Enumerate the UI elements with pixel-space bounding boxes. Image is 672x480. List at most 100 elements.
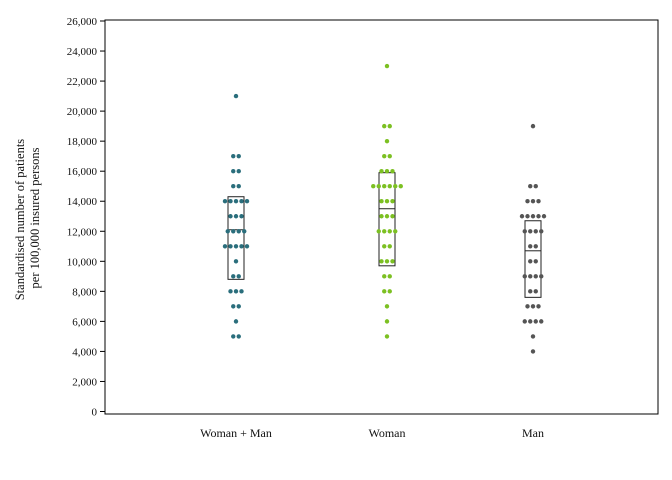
data-point <box>530 349 536 354</box>
data-point <box>233 319 239 324</box>
data-point <box>239 199 244 204</box>
iqr-box <box>378 172 396 267</box>
data-point <box>371 184 376 189</box>
y-tick-label: 18,000 <box>67 136 98 148</box>
data-point <box>382 289 387 294</box>
data-point <box>233 199 239 204</box>
data-point <box>228 289 233 294</box>
data-point <box>379 199 384 204</box>
plot-frame <box>104 19 659 415</box>
data-point <box>519 214 525 219</box>
data-point <box>236 274 241 279</box>
data-point <box>387 153 392 159</box>
x-category-label: Man <box>522 426 544 440</box>
y-tick-label: 14,000 <box>67 196 98 208</box>
data-point <box>233 214 239 219</box>
y-tick-label: 16,000 <box>67 166 98 178</box>
data-point <box>522 229 527 234</box>
series-group <box>222 93 250 339</box>
data-point <box>536 304 541 309</box>
data-point <box>539 319 544 324</box>
data-point <box>525 214 530 219</box>
series-group <box>519 123 547 354</box>
data-point <box>228 214 233 219</box>
data-point <box>384 259 390 264</box>
data-point <box>231 168 236 174</box>
data-point <box>384 199 390 204</box>
data-point <box>528 259 533 264</box>
data-point <box>528 184 533 189</box>
y-axis: 0 2,000 4,000 6,000 8,000 10,000 12,000 14,000 1… <box>67 16 105 419</box>
y-tick-label: 20,000 <box>67 106 98 118</box>
y-tick-label: 0 <box>92 407 98 419</box>
y-tick-label: 4,000 <box>72 346 97 358</box>
data-point <box>533 274 538 279</box>
data-point <box>387 229 392 234</box>
data-point <box>533 229 538 234</box>
data-point <box>528 229 533 234</box>
y-tick-label: 26,000 <box>67 16 98 28</box>
y-axis-title-line-2: per 100,000 insured persons <box>28 147 42 288</box>
data-point <box>530 199 536 204</box>
data-point <box>530 123 536 129</box>
data-point <box>530 304 536 309</box>
data-point <box>233 244 239 249</box>
data-point <box>533 184 538 189</box>
data-point <box>244 199 250 204</box>
data-point <box>382 123 387 129</box>
data-point <box>533 319 538 324</box>
data-point <box>236 304 241 309</box>
data-point <box>384 168 390 174</box>
data-point <box>236 153 241 159</box>
data-point <box>536 199 541 204</box>
data-point <box>222 244 228 249</box>
data-point <box>528 319 533 324</box>
y-tick-label: 2,000 <box>72 376 97 388</box>
data-point <box>393 184 398 189</box>
data-point <box>376 229 381 234</box>
data-point <box>233 289 239 294</box>
data-point <box>231 334 236 339</box>
data-point <box>390 214 395 219</box>
data-point <box>533 244 538 249</box>
chart-marks <box>222 63 547 354</box>
data-point <box>244 244 250 249</box>
data-point <box>382 229 387 234</box>
data-point <box>382 184 387 189</box>
data-point <box>231 184 236 189</box>
y-axis-title-line-1: Standardised number of patients <box>13 139 27 301</box>
data-point <box>233 93 239 99</box>
data-point <box>239 244 244 249</box>
data-point <box>536 214 541 219</box>
data-point <box>528 244 533 249</box>
data-point <box>382 274 387 279</box>
data-point <box>376 184 381 189</box>
data-point <box>382 244 387 249</box>
iqr-box <box>524 220 542 298</box>
data-point <box>522 274 527 279</box>
data-point <box>222 199 228 204</box>
iqr-box <box>227 196 245 280</box>
data-point <box>387 184 392 189</box>
data-point <box>390 259 395 264</box>
y-tick-label: 6,000 <box>72 316 97 328</box>
data-point <box>384 214 390 219</box>
data-point <box>384 304 390 309</box>
data-point <box>387 244 392 249</box>
y-tick-label: 8,000 <box>72 286 97 298</box>
data-point <box>239 289 244 294</box>
data-point <box>228 199 233 204</box>
x-category-label: Woman <box>368 426 405 440</box>
data-point <box>384 319 390 324</box>
data-point <box>525 199 530 204</box>
data-point <box>390 199 395 204</box>
data-point <box>379 259 384 264</box>
data-point <box>533 259 538 264</box>
data-point <box>387 289 392 294</box>
y-tick-label: 24,000 <box>67 46 98 58</box>
data-point <box>236 334 241 339</box>
data-point <box>384 63 390 69</box>
data-point <box>236 229 241 234</box>
data-point <box>228 244 233 249</box>
